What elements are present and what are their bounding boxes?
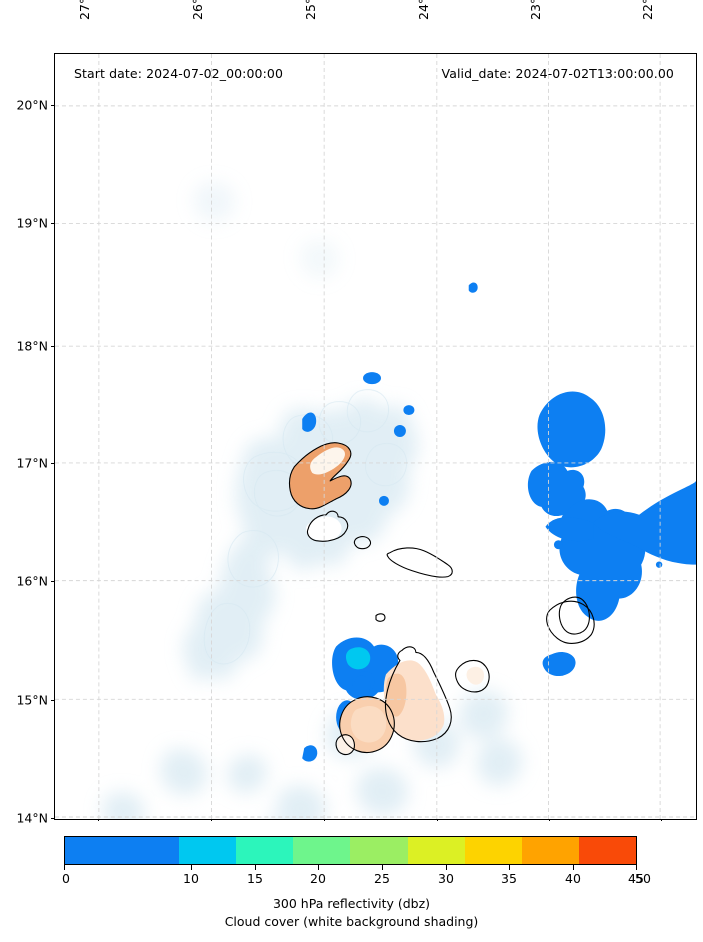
coastline-maio — [455, 659, 490, 693]
ytick-mark-20n — [51, 105, 55, 106]
ytick-label-14n: 14°N — [16, 810, 48, 826]
island-fill-maio — [466, 666, 485, 685]
colorbar-label-40: 40 — [565, 871, 581, 886]
colorbar-tick-25 — [382, 865, 383, 870]
colorbar-segment-15-20 — [236, 837, 294, 864]
coastline-santo-antao — [288, 442, 352, 510]
reflectivity-core-santo-antao — [346, 647, 371, 670]
colorbar-segment-0-10 — [65, 837, 180, 864]
ytick-label-20n: 20°N — [16, 97, 48, 113]
colorbar-label-30: 30 — [438, 871, 454, 886]
reflectivity-blob-north-2 — [527, 461, 586, 517]
island-fill-sao-vicente — [306, 516, 342, 541]
colorbar-segment-25-30 — [350, 837, 408, 864]
ytick-mark-16n — [51, 581, 55, 582]
colorbar-tick-20 — [318, 865, 319, 870]
colorbar-tick-10 — [191, 865, 192, 870]
island-fill-fogo-inner — [350, 705, 387, 743]
ytick-mark-18n — [51, 346, 55, 347]
colorbar-caption-secondary: Cloud cover (white background shading) — [224, 914, 479, 929]
xtick-label-26w: 26°W — [190, 0, 205, 20]
xtick-label-23w: 23°W — [528, 0, 543, 20]
colorbar-container[interactable]: 0 10 15 20 25 30 35 40 45 50 — [62, 836, 651, 886]
ytick-mark-17n — [51, 463, 55, 464]
ytick-mark-14n — [51, 818, 55, 819]
reflectivity-blob-below-sal — [542, 652, 576, 677]
map-plot-area[interactable]: Start date: 2024-07-02_00:00:00 Valid_da… — [54, 53, 697, 820]
reflectivity-speck-nw — [302, 412, 317, 432]
reflectivity-dot-sal-west — [553, 540, 563, 550]
colorbar-tick-40 — [573, 865, 574, 870]
colorbar-label-20: 20 — [310, 871, 326, 886]
coastline-santa-luzia — [353, 536, 372, 550]
valid-date-annotation: Valid_date: 2024-07-02T13:00:00.00 — [441, 66, 674, 81]
reflectivity-speck-far-north — [468, 282, 478, 293]
coastline-santiago — [384, 646, 452, 743]
colorbar-segment-20-25 — [293, 837, 351, 864]
colorbar-tick-35 — [509, 865, 510, 870]
ytick-label-17n: 17°N — [16, 455, 48, 471]
colorbar-segment-10-15 — [179, 837, 237, 864]
coastline-sao-nicolau — [386, 547, 453, 578]
reflectivity-blob-east-band — [593, 480, 696, 565]
reflectivity-blob-east-band-tail — [545, 517, 594, 542]
ytick-label-15n: 15°N — [16, 692, 48, 708]
xtick-label-24w: 24°W — [416, 0, 431, 20]
xtick-label-22w: 22°W — [640, 0, 655, 20]
grid-layer — [55, 54, 696, 819]
coastline-boa-vista — [546, 600, 595, 644]
island-fill-brava — [337, 735, 355, 754]
island-fill-layer — [289, 442, 485, 754]
colorbar-label-10: 10 — [183, 871, 199, 886]
colorbar-segment-45-50 — [578, 837, 636, 864]
colorbar-segment-40-45 — [521, 837, 579, 864]
colorbar-label-0: 0 — [62, 871, 70, 886]
reflectivity-blob-small-2 — [302, 745, 318, 762]
start-date-annotation: Start date: 2024-07-02_00:00:00 — [74, 66, 284, 81]
xtick-label-27w: 27°W — [77, 0, 92, 20]
colorbar-tick-15 — [255, 865, 256, 870]
colorbar-label-15: 15 — [247, 871, 263, 886]
reflectivity-dot-east — [655, 561, 663, 568]
island-fill-santiago-west — [385, 673, 407, 717]
reflectivity-blob-small-1 — [350, 675, 371, 698]
reflectivity-blob-north-1 — [537, 391, 606, 468]
coastline-fogo — [339, 696, 395, 754]
colorbar-segment-35-40 — [464, 837, 522, 864]
reflectivity-speck-mid — [378, 495, 389, 506]
coastline-sal — [558, 596, 590, 635]
colorbar-tick-30 — [446, 865, 447, 870]
reflectivity-layer — [302, 282, 696, 762]
colorbar-label-45: 45 — [628, 871, 644, 886]
coastline-islet-1 — [375, 613, 386, 622]
xtick-label-25w: 25°W — [303, 0, 318, 20]
colorbar-tick-45 — [636, 865, 637, 870]
ytick-label-19n: 19°N — [16, 215, 48, 231]
island-fill-santo-antao-highlight — [310, 447, 345, 475]
ytick-mark-15n — [51, 700, 55, 701]
coastline-brava — [335, 734, 355, 756]
ytick-label-16n: 16°N — [16, 573, 48, 589]
ytick-label-18n: 18°N — [16, 338, 48, 354]
colorbar-segment-30-35 — [407, 837, 465, 864]
colorbar-label-35: 35 — [501, 871, 517, 886]
map-render-surface — [55, 54, 696, 819]
colorbar-tick-0 — [64, 865, 65, 870]
colorbar-label-50: 50 — [635, 871, 651, 886]
reflectivity-speck-n1 — [363, 372, 381, 385]
ytick-mark-19n — [51, 223, 55, 224]
colorbar-gradient[interactable] — [64, 836, 637, 865]
reflectivity-speck-n3 — [393, 425, 406, 437]
colorbar-caption-primary: 300 hPa reflectivity (dbz) — [272, 896, 431, 911]
reflectivity-speck-n2 — [403, 405, 415, 416]
colorbar-label-25: 25 — [374, 871, 390, 886]
